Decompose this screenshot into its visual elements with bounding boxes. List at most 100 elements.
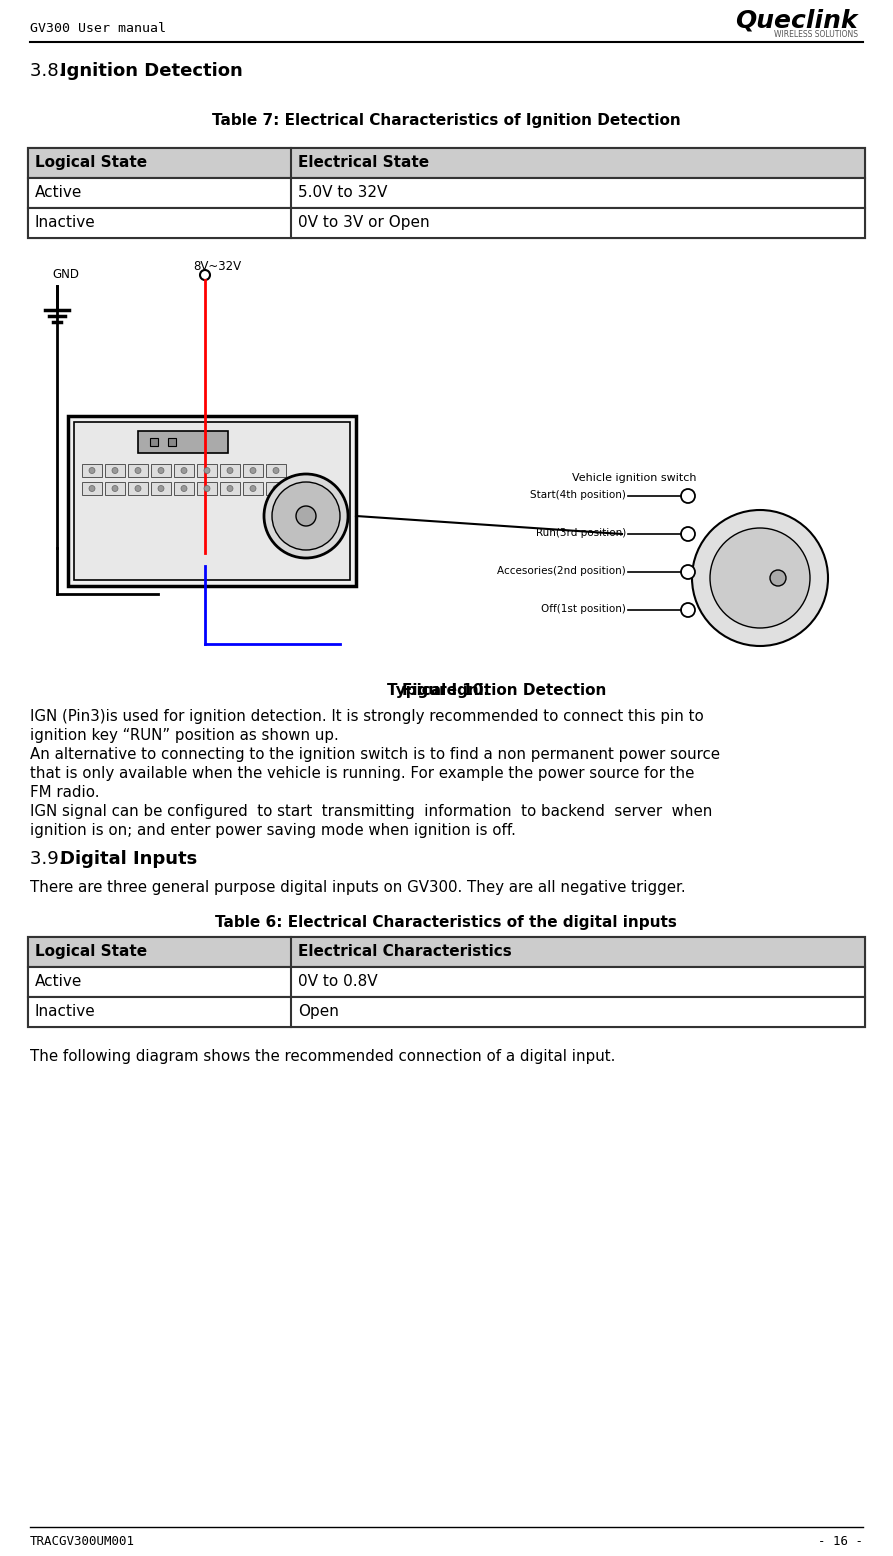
Circle shape <box>204 485 210 492</box>
Text: Logical State: Logical State <box>35 944 147 958</box>
Text: Digital Inputs: Digital Inputs <box>60 850 197 868</box>
Bar <box>168 437 176 447</box>
Text: Run(3rd position): Run(3rd position) <box>536 527 626 538</box>
Circle shape <box>227 485 233 492</box>
Circle shape <box>681 565 695 579</box>
Text: Table 7: Electrical Characteristics of Ignition Detection: Table 7: Electrical Characteristics of I… <box>212 114 680 128</box>
Circle shape <box>681 527 695 541</box>
Text: Logical State: Logical State <box>35 156 147 170</box>
Circle shape <box>273 467 279 473</box>
Bar <box>28 148 865 177</box>
Text: GV300 User manual: GV300 User manual <box>30 22 166 34</box>
Text: The following diagram shows the recommended connection of a digital input.: The following diagram shows the recommen… <box>30 1049 615 1064</box>
Text: Inactive: Inactive <box>35 215 96 230</box>
Text: 3.9.: 3.9. <box>30 850 71 868</box>
Circle shape <box>250 485 256 492</box>
Text: Accesories(2nd position): Accesories(2nd position) <box>497 566 626 576</box>
Text: Ignition Detection: Ignition Detection <box>60 62 243 79</box>
Circle shape <box>227 467 233 473</box>
Circle shape <box>250 467 256 473</box>
Bar <box>197 464 217 478</box>
Text: Figure 10.: Figure 10. <box>403 683 489 699</box>
Circle shape <box>135 485 141 492</box>
Circle shape <box>770 569 786 587</box>
Bar <box>266 464 286 478</box>
Text: 5.0V to 32V: 5.0V to 32V <box>298 185 388 201</box>
Bar <box>151 482 171 495</box>
Text: WIRELESS SOLUTIONS: WIRELESS SOLUTIONS <box>774 30 858 39</box>
Text: FM radio.: FM radio. <box>30 784 99 800</box>
Circle shape <box>89 485 95 492</box>
Bar <box>174 482 194 495</box>
Bar <box>266 482 286 495</box>
Text: There are three general purpose digital inputs on GV300. They are all negative t: There are three general purpose digital … <box>30 881 686 895</box>
Circle shape <box>112 485 118 492</box>
Text: Vehicle ignition switch: Vehicle ignition switch <box>572 473 697 482</box>
Circle shape <box>296 506 316 526</box>
Bar <box>82 464 102 478</box>
Circle shape <box>204 467 210 473</box>
Bar <box>243 482 263 495</box>
Bar <box>105 482 125 495</box>
Text: Table 6: Electrical Characteristics of the digital inputs: Table 6: Electrical Characteristics of t… <box>215 915 677 930</box>
Bar <box>197 482 217 495</box>
Bar <box>28 209 865 238</box>
Bar <box>28 937 865 966</box>
Circle shape <box>264 475 348 559</box>
Text: Open: Open <box>298 1004 338 1019</box>
Circle shape <box>135 467 141 473</box>
Circle shape <box>681 604 695 618</box>
Circle shape <box>158 467 164 473</box>
Bar <box>128 464 148 478</box>
Text: that is only available when the vehicle is running. For example the power source: that is only available when the vehicle … <box>30 766 695 781</box>
Text: Inactive: Inactive <box>35 1004 96 1019</box>
Bar <box>28 177 865 209</box>
Bar <box>243 464 263 478</box>
Text: Typical Ignition Detection: Typical Ignition Detection <box>366 683 606 699</box>
Text: Off(1st position): Off(1st position) <box>541 604 626 615</box>
Text: ignition key “RUN” position as shown up.: ignition key “RUN” position as shown up. <box>30 728 338 744</box>
Bar <box>174 464 194 478</box>
Circle shape <box>181 485 187 492</box>
Bar <box>28 997 865 1027</box>
Circle shape <box>692 510 828 646</box>
Text: TRACGV300UM001: TRACGV300UM001 <box>30 1536 135 1548</box>
Circle shape <box>89 467 95 473</box>
Text: Queclink: Queclink <box>736 8 858 33</box>
Circle shape <box>681 489 695 503</box>
Text: - 16 -: - 16 - <box>818 1536 863 1548</box>
Bar <box>68 415 356 587</box>
Bar <box>28 148 865 238</box>
Bar <box>82 482 102 495</box>
Text: Start(4th position): Start(4th position) <box>530 490 626 499</box>
Text: Electrical Characteristics: Electrical Characteristics <box>298 944 512 958</box>
Bar <box>128 482 148 495</box>
Text: 3.8.: 3.8. <box>30 62 71 79</box>
Circle shape <box>181 467 187 473</box>
Bar <box>28 937 865 1027</box>
Bar <box>105 464 125 478</box>
Text: Active: Active <box>35 185 82 201</box>
Text: IGN (Pin3)is used for ignition detection. It is strongly recommended to connect : IGN (Pin3)is used for ignition detection… <box>30 710 704 724</box>
Bar <box>220 464 240 478</box>
Circle shape <box>200 271 210 280</box>
Text: An alternative to connecting to the ignition switch is to find a non permanent p: An alternative to connecting to the igni… <box>30 747 720 762</box>
Text: 8V~32V: 8V~32V <box>193 260 241 272</box>
Circle shape <box>710 527 810 629</box>
Text: ignition is on; and enter power saving mode when ignition is off.: ignition is on; and enter power saving m… <box>30 823 516 839</box>
Circle shape <box>112 467 118 473</box>
Text: Electrical State: Electrical State <box>298 156 430 170</box>
Text: 0V to 3V or Open: 0V to 3V or Open <box>298 215 430 230</box>
Bar <box>151 464 171 478</box>
Bar <box>150 437 158 447</box>
Bar <box>220 482 240 495</box>
Text: IGN signal can be configured  to start  transmitting  information  to backend  s: IGN signal can be configured to start tr… <box>30 804 713 818</box>
Circle shape <box>273 485 279 492</box>
Bar <box>28 966 865 997</box>
Bar <box>138 431 228 453</box>
Text: Active: Active <box>35 974 82 990</box>
Circle shape <box>158 485 164 492</box>
Circle shape <box>272 482 340 549</box>
Text: 0V to 0.8V: 0V to 0.8V <box>298 974 378 990</box>
Bar <box>74 422 350 580</box>
